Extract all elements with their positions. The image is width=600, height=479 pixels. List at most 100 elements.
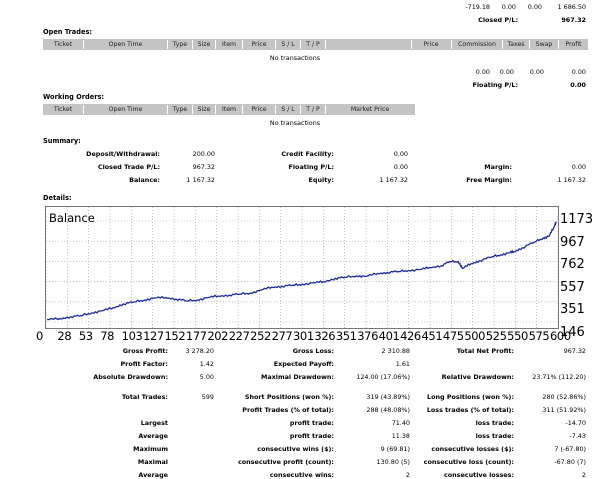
open-total-2: 0.00 <box>499 68 514 76</box>
x-tick-label: 426 <box>400 329 421 343</box>
stat-label: consecutive profit (count): <box>237 458 334 466</box>
stat-value: 1.61 <box>395 360 410 368</box>
wcol-tp: T / P <box>306 106 320 113</box>
chart-title: Balance <box>49 211 95 225</box>
col-sl: S / L <box>281 41 295 48</box>
stat-value: 2 310.88 <box>381 347 410 355</box>
col-tp: T / P <box>306 41 320 48</box>
x-tick-label: 376 <box>357 329 378 343</box>
stat-label: profit trade: <box>289 419 334 427</box>
stat-label: consecutive wins: <box>269 471 334 479</box>
x-tick-label: 202 <box>207 329 229 343</box>
closed-pl-value: 967.32 <box>561 16 586 24</box>
stat-value: 280 (52.86%) <box>542 393 586 401</box>
stat-value: 23.71% (112.20) <box>532 373 586 381</box>
wcol-price: Price <box>251 106 267 113</box>
x-tick-label: 78 <box>100 329 115 343</box>
balance-series-line <box>46 221 557 321</box>
stat-label: Total Net Profit: <box>456 347 514 355</box>
summary-label: Margin: <box>484 163 512 171</box>
floating-pl-value: 0.00 <box>570 81 586 89</box>
stat-value: -7.43 <box>569 432 586 440</box>
x-tick-label: 401 <box>378 329 400 343</box>
x-tick-label: 550 <box>507 329 528 343</box>
summary-label: Equity: <box>308 176 334 184</box>
open-total-4: 0.00 <box>571 68 586 76</box>
summary-value: 1 167.32 <box>557 176 586 184</box>
col-type: Type <box>172 41 188 48</box>
stat-value: 2 <box>405 471 410 479</box>
wcol-market-price: Market Price <box>350 106 390 113</box>
summary-label: Balance: <box>129 176 160 184</box>
open-total-3: 0.00 <box>529 68 544 76</box>
stat-label: Gross Profit: <box>122 347 168 355</box>
stat-value: 967.32 <box>563 347 586 355</box>
summary-value: 0.00 <box>571 163 586 171</box>
stat-value: 599 <box>201 393 214 401</box>
stat-label: Maximum <box>133 445 168 453</box>
open-total-1: 0.00 <box>475 68 490 76</box>
x-tick-label: 28 <box>57 329 72 343</box>
x-tick-label: 103 <box>121 329 143 343</box>
stat-value: 124.00 (17.06%) <box>356 373 410 381</box>
summary-value: 0.00 <box>393 150 408 158</box>
stat-label: Profit Factor: <box>120 360 169 368</box>
stat-value: 9 (69.81) <box>380 445 410 453</box>
x-tick-label: 600 <box>550 329 571 343</box>
x-tick-label: 127 <box>143 329 164 343</box>
top-total-4: 1 686.50 <box>557 3 586 11</box>
stat-label: loss trade: <box>475 419 514 427</box>
stat-label: consecutive loss (count): <box>423 458 514 466</box>
stat-value: -14.70 <box>565 419 586 427</box>
x-tick-label: 301 <box>293 329 314 343</box>
top-total-3: 0.00 <box>527 3 542 11</box>
stat-label: Total Trades: <box>121 393 168 401</box>
top-total-2: 0.00 <box>501 3 516 11</box>
col-price: Price <box>251 41 267 48</box>
chart-grid <box>46 207 558 328</box>
summary-label: Credit Facility: <box>281 150 334 158</box>
summary-label: Deposit/Withdrawal: <box>86 150 160 158</box>
wcol-size: Size <box>197 106 211 113</box>
col-ticket: Ticket <box>53 41 73 48</box>
closed-pl-label: Closed P/L: <box>478 16 518 24</box>
summary-label: Free Margin: <box>466 176 512 184</box>
stat-value: 7 (-67.80) <box>554 445 586 453</box>
stat-value: 311 (51.92%) <box>542 406 586 414</box>
stat-value: 130.80 (5) <box>376 458 410 466</box>
wcol-ticket: Ticket <box>53 106 73 113</box>
col-taxes: Taxes <box>507 41 525 48</box>
stat-label: profit trade: <box>289 432 334 440</box>
stat-label: Relative Drawdown: <box>441 373 514 381</box>
stat-value: 2 <box>581 471 586 479</box>
balance-chart-svg <box>46 207 558 328</box>
floating-pl-label: Floating P/L: <box>472 81 519 89</box>
stat-value: 11.38 <box>391 432 410 440</box>
working-orders-header: Ticket Open Time Type Size Item Price S … <box>43 104 415 115</box>
stat-value: 71.40 <box>391 419 410 427</box>
col-commission: Commission <box>458 41 496 48</box>
stat-label: Loss trades (% of total): <box>426 406 514 414</box>
x-tick-label: 525 <box>485 329 507 343</box>
stat-label: Maximal <box>137 458 168 466</box>
stat-value: 1.42 <box>199 360 214 368</box>
open-trades-header: Ticket Open Time Type Size Item Price S … <box>43 39 588 50</box>
x-tick-label: 177 <box>185 329 207 343</box>
x-tick-label: 500 <box>464 329 486 343</box>
stat-value: -67.80 (7) <box>554 458 586 466</box>
stat-label: Long Positions (won %): <box>427 393 514 401</box>
x-tick-label: 277 <box>271 329 293 343</box>
stat-label: Average <box>138 471 168 479</box>
x-tick-label: 152 <box>164 329 186 343</box>
stat-label: loss trade: <box>475 432 514 440</box>
y-tick-label: 146 <box>560 325 585 340</box>
details-title: Details: <box>43 194 72 202</box>
col-swap: Swap <box>535 41 553 48</box>
stat-value: 5.00 <box>199 373 214 381</box>
stat-label: Average <box>138 432 168 440</box>
x-tick-label: 252 <box>250 329 271 343</box>
stat-value: 3 278.20 <box>185 347 214 355</box>
x-tick-label: 451 <box>421 329 443 343</box>
summary-label: Floating P/L: <box>288 163 335 171</box>
wcol-open-time: Open Time <box>108 106 143 113</box>
